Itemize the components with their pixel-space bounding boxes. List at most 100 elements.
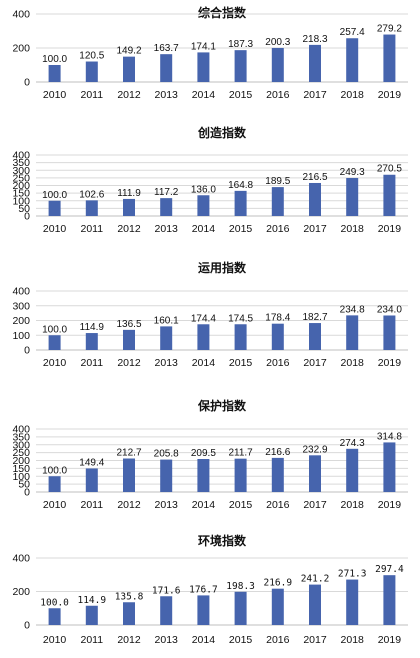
x-tick-label: 2017 (303, 89, 327, 101)
bar (271, 457, 284, 492)
y-tick-label: 200 (12, 315, 30, 327)
bar (123, 458, 135, 492)
x-tick-label: 2017 (303, 357, 327, 369)
y-tick-label: 50 (18, 203, 30, 215)
x-tick-label: 2016 (266, 634, 290, 646)
data-label: 216.9 (263, 578, 292, 589)
bar (346, 448, 359, 492)
data-label: 136.0 (191, 184, 216, 195)
x-tick-label: 2012 (117, 223, 141, 235)
bar (346, 177, 359, 216)
data-label: 279.2 (377, 24, 402, 35)
bar (197, 595, 210, 625)
x-tick-label: 2015 (229, 357, 253, 369)
bar (85, 333, 98, 350)
bar (271, 588, 284, 625)
x-tick-label: 2012 (117, 89, 141, 101)
x-tick-label: 2017 (303, 499, 327, 511)
bar (383, 442, 396, 492)
bar (309, 455, 321, 492)
y-tick-label: 350 (12, 157, 30, 169)
bar (309, 182, 321, 216)
bar (234, 458, 247, 492)
y-tick-label: 100 (12, 195, 30, 207)
x-tick-label: 2016 (266, 89, 290, 101)
data-label: 270.5 (377, 164, 402, 175)
x-tick-label: 2011 (81, 499, 104, 511)
data-label: 163.7 (154, 43, 179, 54)
data-label: 314.8 (377, 431, 402, 442)
bar (271, 323, 284, 350)
y-tick-label: 100 (12, 330, 30, 342)
x-tick-label: 2011 (81, 223, 104, 235)
x-tick-label: 2010 (43, 499, 67, 511)
x-tick-label: 2019 (378, 89, 402, 101)
y-tick-label: 50 (18, 479, 30, 491)
data-label: 249.3 (340, 167, 365, 178)
data-label: 218.3 (302, 34, 327, 45)
data-label: 182.7 (302, 312, 327, 323)
x-tick-label: 2010 (43, 357, 67, 369)
bar (234, 50, 247, 82)
x-tick-label: 2013 (155, 89, 179, 101)
data-label: 271.3 (338, 569, 367, 580)
bar (309, 323, 321, 350)
y-tick-label: 150 (12, 188, 30, 200)
data-label: 178.4 (265, 313, 290, 324)
y-tick-label: 250 (12, 172, 30, 184)
x-tick-label: 2019 (378, 223, 402, 235)
data-label: 211.7 (228, 448, 253, 459)
y-tick-label: 250 (12, 447, 30, 459)
bar (197, 459, 210, 492)
x-tick-label: 2011 (81, 89, 104, 101)
y-tick-label: 200 (12, 43, 30, 55)
bar (85, 61, 98, 82)
bar (383, 174, 396, 216)
chart-title: 保护指数 (197, 398, 247, 413)
data-label: 216.5 (302, 172, 327, 183)
data-label: 135.8 (115, 591, 144, 602)
bar (383, 315, 396, 350)
chart-title: 环境指数 (198, 533, 247, 548)
bar (234, 591, 247, 625)
bar (85, 605, 98, 625)
bar (271, 47, 284, 82)
x-tick-label: 2014 (192, 223, 216, 235)
x-tick-label: 2017 (303, 223, 327, 235)
data-label: 209.5 (191, 448, 216, 459)
y-tick-label: 350 (12, 431, 30, 443)
x-tick-label: 2010 (43, 89, 67, 101)
data-label: 212.7 (116, 447, 141, 458)
bar (48, 65, 61, 82)
bar (160, 459, 173, 492)
data-label: 232.9 (302, 444, 327, 455)
bar (309, 584, 321, 625)
y-tick-label: 200 (12, 180, 30, 192)
data-label: 100.0 (40, 597, 69, 608)
x-tick-label: 2018 (341, 357, 365, 369)
bar (309, 44, 321, 82)
data-label: 234.8 (340, 304, 365, 315)
x-tick-label: 2014 (192, 499, 216, 511)
chart-title: 创造指数 (197, 125, 247, 140)
x-tick-label: 2012 (117, 634, 141, 646)
data-label: 198.3 (226, 581, 255, 592)
data-label: 216.6 (265, 447, 290, 458)
y-tick-label: 0 (24, 211, 30, 223)
x-tick-label: 2012 (117, 357, 141, 369)
x-tick-label: 2013 (155, 499, 179, 511)
x-tick-label: 2011 (81, 634, 104, 646)
x-tick-label: 2012 (117, 499, 141, 511)
data-label: 136.5 (116, 319, 141, 330)
bar (85, 200, 98, 216)
x-tick-label: 2018 (341, 499, 365, 511)
bar (197, 52, 210, 82)
bar (160, 198, 173, 216)
data-label: 160.1 (154, 315, 179, 326)
data-label: 241.2 (301, 574, 330, 585)
data-label: 100.0 (42, 54, 67, 65)
x-tick-label: 2019 (378, 357, 402, 369)
bar (123, 198, 135, 216)
data-label: 187.3 (228, 39, 253, 50)
